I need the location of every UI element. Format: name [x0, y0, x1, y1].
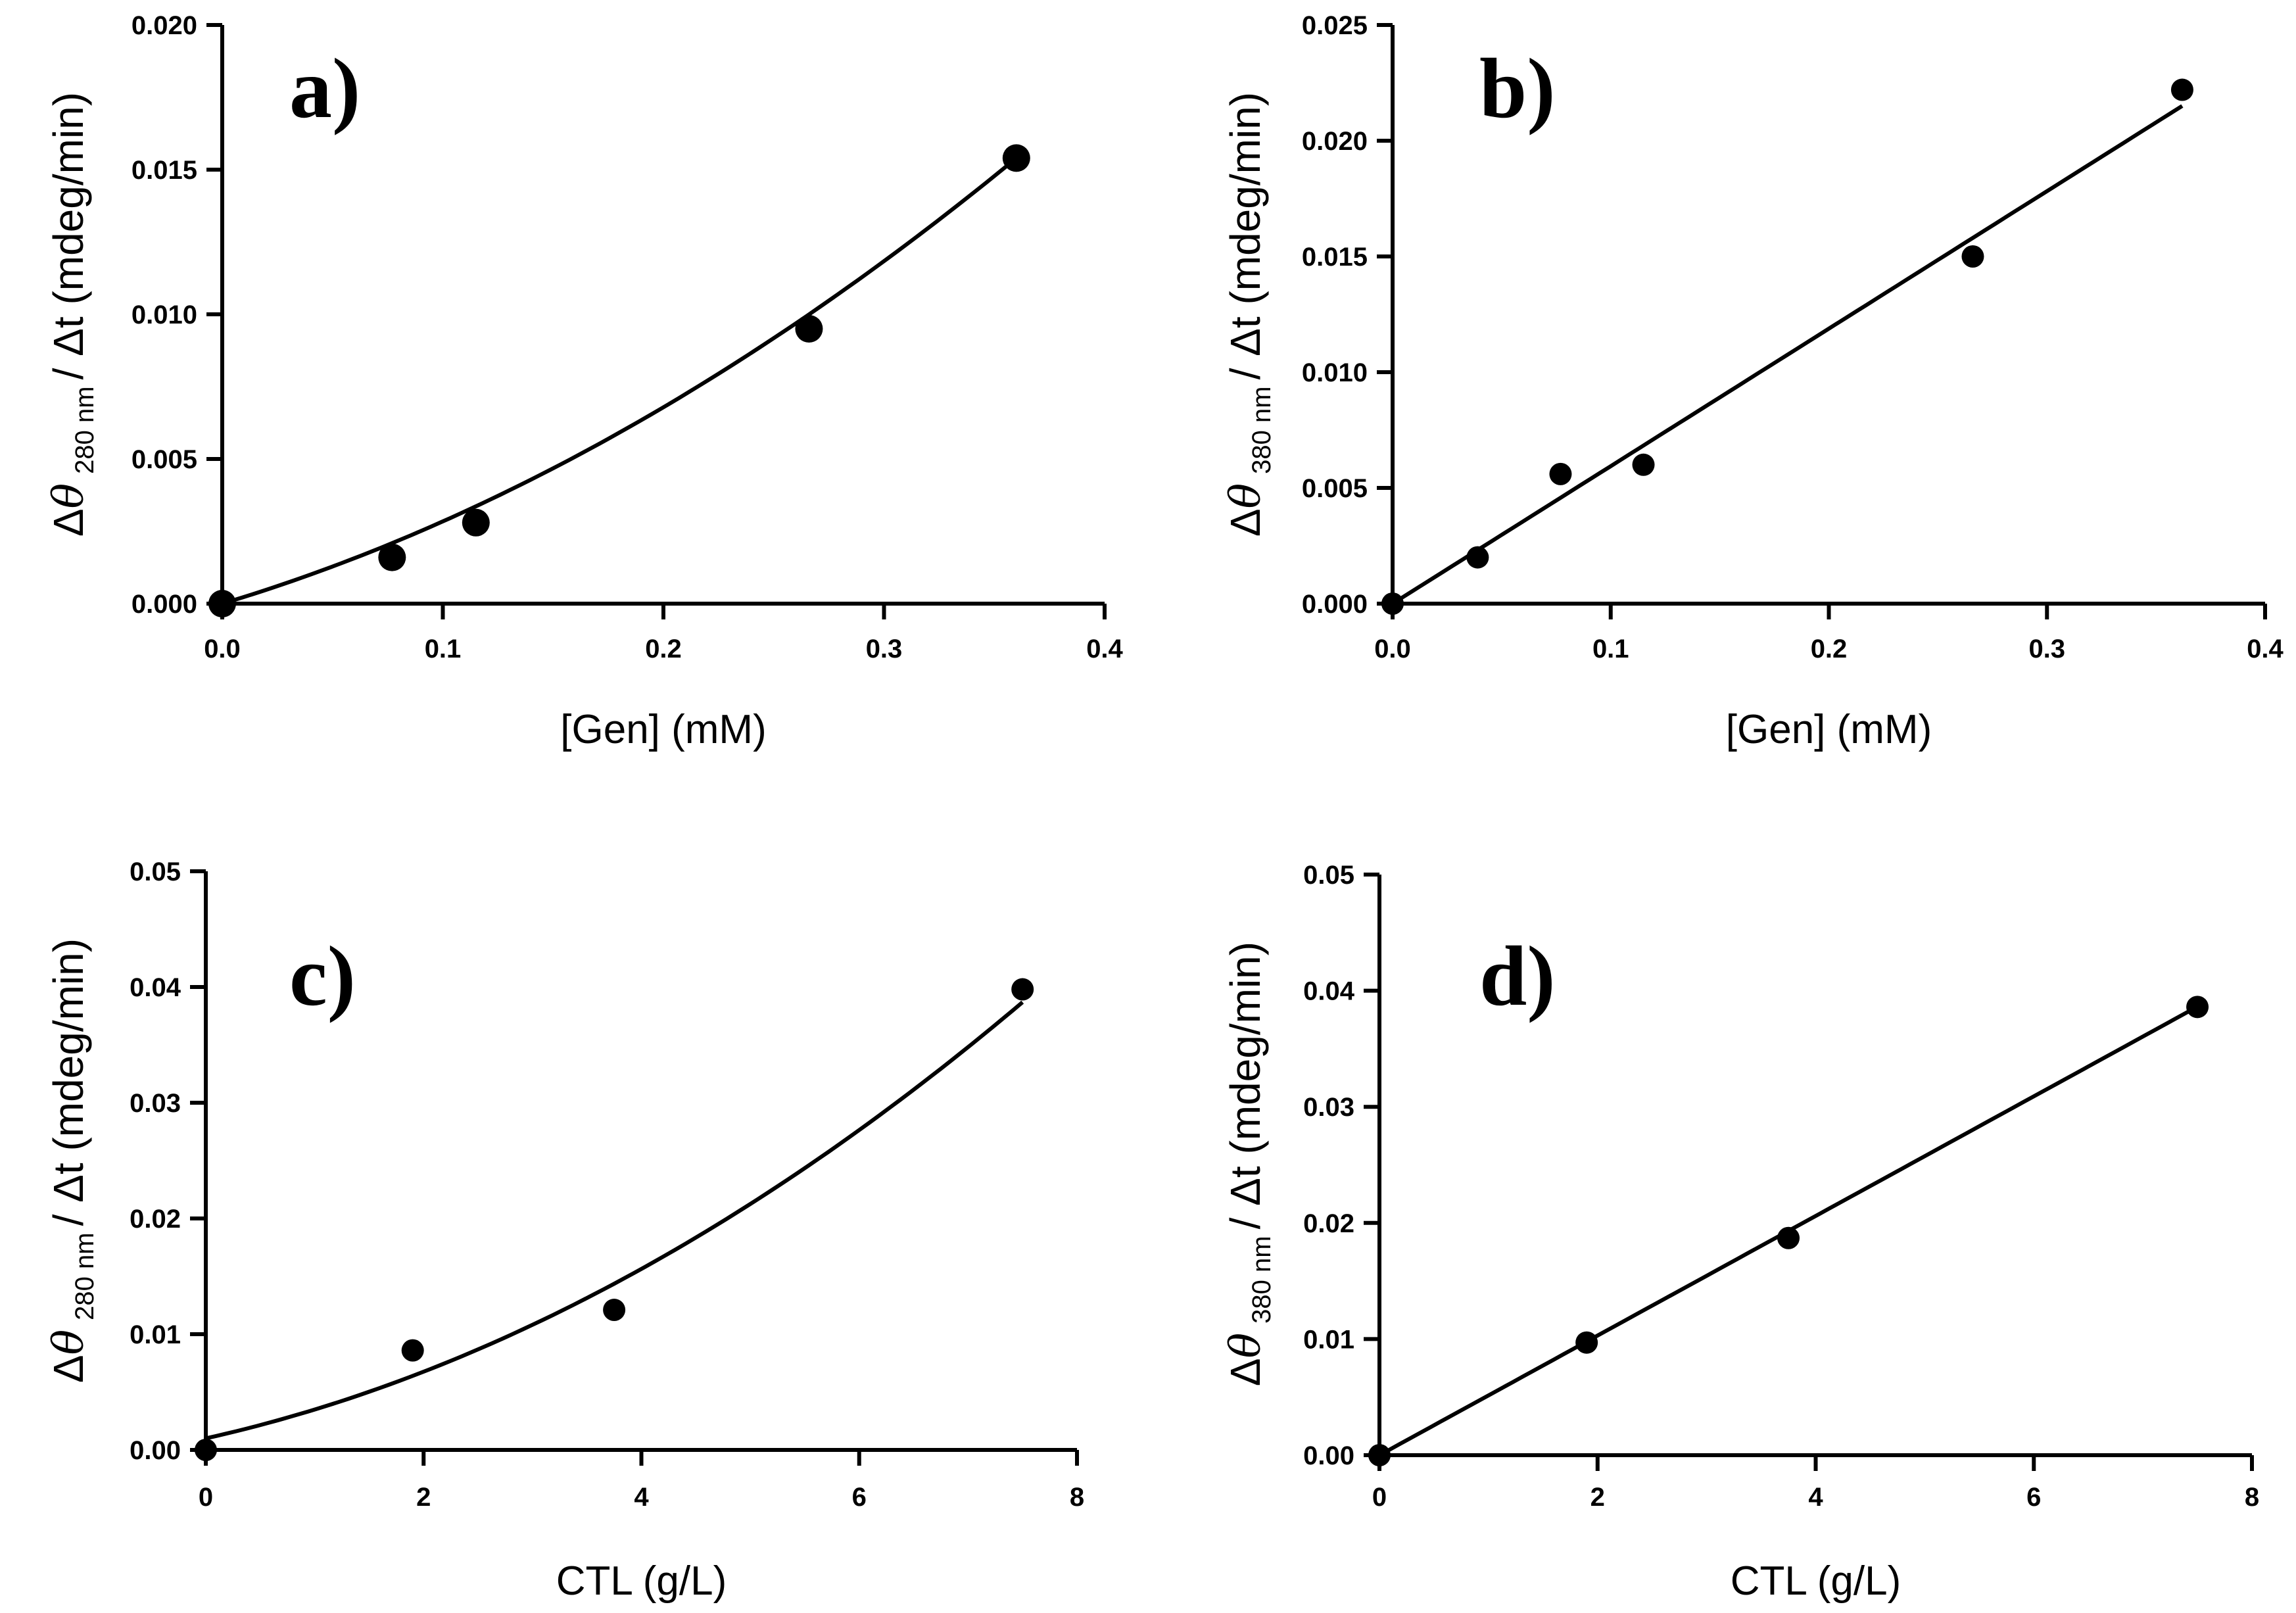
y-title-rest: / Δt (mdeg/min)	[45, 938, 92, 1226]
y-title-delta: Δ	[45, 1355, 92, 1383]
y-title-rest: / Δt (mdeg/min)	[1222, 92, 1269, 380]
y-title-theta: θ	[45, 483, 93, 509]
y-axis-title: Δθ 380 nm / Δt (mdeg/min)	[1222, 942, 1276, 1386]
y-tick-label: 0.000	[1302, 590, 1368, 619]
y-title-subscript: 380 nm	[1247, 1236, 1276, 1323]
x-axis-title: CTL (g/L)	[556, 1558, 727, 1604]
x-tick-label: 0.0	[204, 635, 241, 663]
data-point	[401, 1339, 424, 1362]
data-point	[1575, 1331, 1598, 1354]
data-point	[208, 590, 236, 617]
x-tick-label: 0.3	[866, 635, 903, 663]
y-title-theta: θ	[45, 1330, 93, 1355]
x-tick-label: 2	[416, 1483, 431, 1512]
data-point	[1368, 1444, 1391, 1466]
data-point	[1549, 462, 1572, 485]
y-title-rest: / Δt (mdeg/min)	[45, 92, 92, 380]
y-tick-label: 0.02	[130, 1205, 181, 1234]
y-tick-label: 0.000	[132, 590, 197, 619]
y-tick-label: 0.020	[1302, 127, 1368, 156]
x-tick-label: 0.3	[2028, 635, 2065, 663]
y-tick-label: 0.010	[132, 301, 197, 329]
y-title-rest: / Δt (mdeg/min)	[1222, 942, 1269, 1230]
panel-label: d)	[1479, 929, 1556, 1024]
data-point	[1632, 453, 1655, 476]
data-point	[603, 1299, 626, 1322]
data-point	[795, 315, 823, 343]
y-axis-title: Δθ 280 nm / Δt (mdeg/min)	[45, 92, 99, 537]
data-point	[195, 1439, 217, 1461]
y-title-subscript: 280 nm	[70, 1232, 99, 1320]
x-tick-label: 0.4	[1086, 635, 1123, 663]
y-title-theta: θ	[1222, 1333, 1270, 1359]
panel-label: a)	[289, 41, 360, 136]
x-axis-title: CTL (g/L)	[1731, 1558, 1901, 1604]
data-point	[1961, 245, 1984, 268]
y-tick-label: 0.00	[130, 1436, 181, 1465]
panel-label: b)	[1479, 41, 1556, 136]
x-tick-label: 8	[1070, 1483, 1084, 1512]
data-point	[1011, 978, 1034, 1001]
x-tick-label: 6	[2026, 1483, 2041, 1512]
y-axis-title: Δθ 280 nm / Δt (mdeg/min)	[45, 938, 99, 1383]
chart-panel-b: 0.0 0.1 0.2 0.3 0.4 0.000 0.005 0.010 0.015 0.020…	[1222, 11, 2284, 752]
y-tick-label: 0.05	[1303, 861, 1354, 890]
y-tick-label: 0.05	[130, 857, 181, 886]
y-tick-label: 0.005	[1302, 474, 1368, 503]
y-tick-label: 0.015	[132, 156, 197, 185]
chart-panel-a: 0.0 0.1 0.2 0.3 0.4 0.000 0.005 0.010 0.015 0.020…	[45, 11, 1124, 752]
data-point	[378, 543, 406, 571]
data-point	[1381, 592, 1404, 615]
x-tick-label: 4	[634, 1483, 649, 1512]
y-tick-label: 0.04	[1303, 977, 1355, 1006]
x-tick-label: 0	[199, 1483, 213, 1512]
y-tick-label: 0.04	[130, 973, 181, 1002]
x-axis-title: [Gen] (mM)	[1726, 707, 1932, 752]
data-point	[2186, 996, 2209, 1019]
y-tick-label: 0.020	[132, 11, 197, 40]
fit-line	[205, 1000, 1024, 1441]
x-tick-label: 8	[2245, 1483, 2259, 1512]
y-title-delta: Δ	[45, 508, 92, 537]
fit-line	[222, 156, 1018, 606]
y-tick-label: 0.03	[1303, 1093, 1354, 1122]
x-tick-label: 0.1	[1592, 635, 1629, 663]
data-point	[1777, 1226, 1800, 1249]
y-title-subscript: 280 nm	[70, 386, 99, 473]
data-point	[1466, 546, 1489, 569]
x-tick-label: 0.1	[425, 635, 462, 663]
x-tick-label: 0	[1372, 1483, 1387, 1512]
y-title-theta: θ	[1222, 483, 1270, 509]
y-tick-label: 0.02	[1303, 1209, 1354, 1238]
y-tick-label: 0.01	[130, 1320, 181, 1349]
panel-label: c)	[289, 929, 356, 1024]
x-axis-title: [Gen] (mM)	[560, 707, 766, 752]
y-axis-title: Δθ 380 nm / Δt (mdeg/min)	[1222, 92, 1276, 537]
x-tick-label: 6	[852, 1483, 867, 1512]
chart-panel-c: 0 2 4 6 8 0.00 0.01 0.02 0.03 0.04 0.05 CTL (g/L) Δθ…	[45, 857, 1084, 1604]
x-tick-label: 0.0	[1374, 635, 1411, 663]
data-point	[462, 508, 490, 537]
y-title-subscript: 380 nm	[1247, 386, 1276, 473]
y-tick-label: 0.025	[1302, 11, 1368, 40]
y-tick-label: 0.00	[1303, 1441, 1354, 1470]
chart-panel-d: 0 2 4 6 8 0.00 0.01 0.02 0.03 0.04 0.05 CTL (g/L) Δθ…	[1222, 861, 2259, 1604]
data-point	[2170, 78, 2193, 101]
data-point	[1002, 144, 1030, 172]
y-tick-label: 0.010	[1302, 358, 1368, 387]
x-tick-label: 0.2	[1811, 635, 1848, 663]
x-tick-label: 0.2	[645, 635, 682, 663]
fit-line	[1391, 104, 2184, 606]
x-tick-label: 2	[1590, 1483, 1605, 1512]
y-tick-label: 0.03	[130, 1089, 181, 1118]
y-tick-label: 0.01	[1303, 1325, 1354, 1354]
y-title-delta: Δ	[1222, 1358, 1269, 1386]
y-title-delta: Δ	[1222, 508, 1269, 537]
y-tick-label: 0.015	[1302, 243, 1368, 272]
y-tick-label: 0.005	[132, 445, 197, 474]
x-tick-label: 4	[1808, 1483, 1823, 1512]
x-tick-label: 0.4	[2247, 635, 2284, 663]
